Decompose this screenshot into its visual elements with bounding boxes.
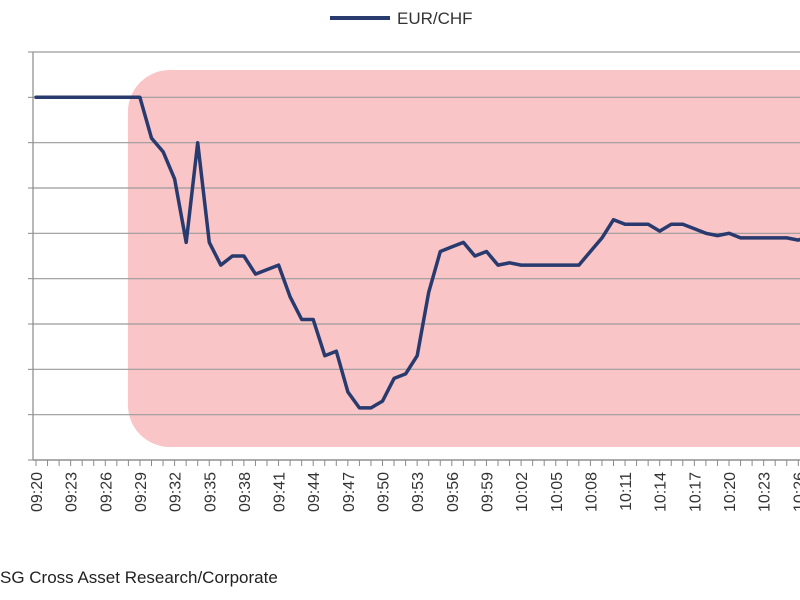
x-tick-label: 09:47 <box>341 472 358 512</box>
x-tick-label: 09:56 <box>445 472 462 512</box>
x-tick-label: 10:17 <box>687 472 704 512</box>
x-tick-label: 10:20 <box>722 472 739 512</box>
x-tick-label: 09:38 <box>237 472 254 512</box>
x-tick-label: 10:23 <box>757 472 774 512</box>
x-tick-label: 09:20 <box>29 472 46 512</box>
x-tick-label: 09:53 <box>410 472 427 512</box>
x-tick-label: 10:11 <box>618 472 635 511</box>
series-line-eur-chf <box>34 95 800 410</box>
source-note: SG Cross Asset Research/Corporate <box>0 568 278 587</box>
legend-label: EUR/CHF <box>397 9 473 28</box>
legend: EUR/CHF <box>330 9 473 28</box>
x-tick-label: 09:35 <box>202 472 219 512</box>
x-tick-label: 09:59 <box>479 472 496 512</box>
x-tick-label: 09:29 <box>133 472 150 512</box>
x-tick-label: 09:32 <box>168 472 185 512</box>
x-tick-label: 10:05 <box>549 472 566 512</box>
x-tick-label: 09:26 <box>98 472 115 512</box>
x-tick-label: 09:44 <box>306 472 323 512</box>
x-tick-label: 10:26 <box>791 472 800 512</box>
x-tick-label: 09:23 <box>64 472 81 512</box>
x-tick-label: 09:41 <box>272 472 289 512</box>
x-tick-label: 10:08 <box>583 472 600 512</box>
highlight-region <box>127 70 800 447</box>
axes-layer: 09:20 09:23 09:26 09:29 09:32 09:35 09:38 09:41… <box>28 51 800 512</box>
x-tick-label: 10:14 <box>653 472 670 512</box>
x-tick-label: 10:02 <box>514 472 531 512</box>
series-layer <box>34 95 800 410</box>
x-tick-label: 09:50 <box>376 472 393 512</box>
highlight-region-layer <box>127 70 800 447</box>
